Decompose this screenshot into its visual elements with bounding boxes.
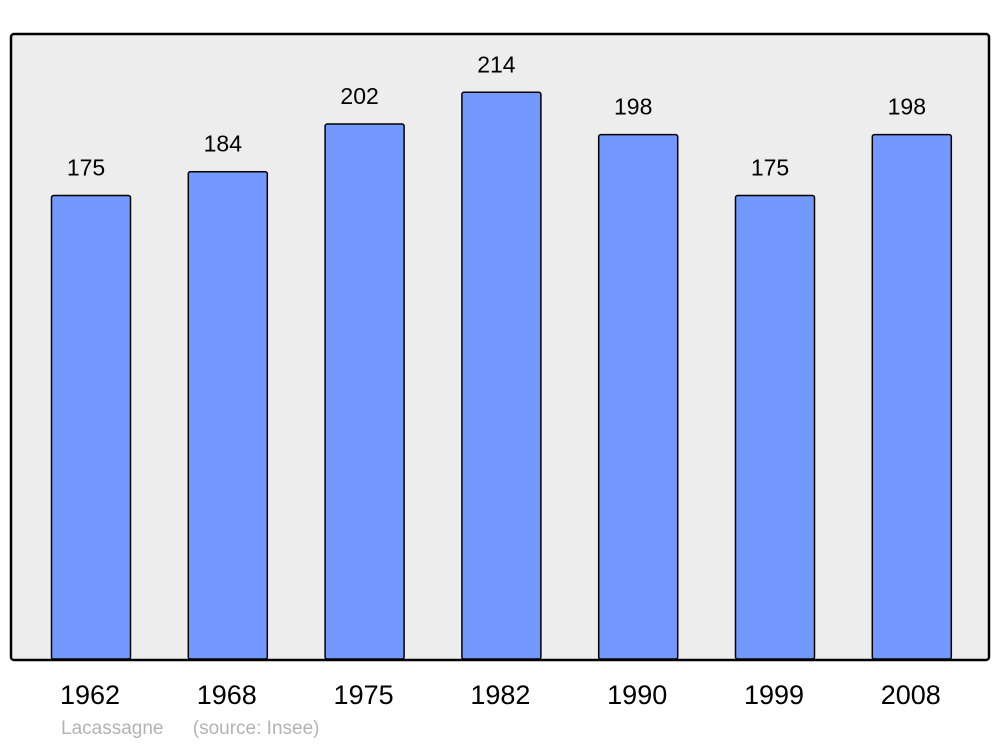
bar-1962 xyxy=(50,194,132,660)
data-label-1962: 175 xyxy=(67,155,105,181)
bar-1990 xyxy=(597,133,679,660)
x-tick-label-2008: 2008 xyxy=(881,680,941,710)
data-label-1975: 202 xyxy=(340,83,378,109)
bar-1968 xyxy=(187,170,269,660)
x-tick-label-1962: 1962 xyxy=(60,680,120,710)
data-label-2008: 198 xyxy=(888,94,926,120)
bar-1999 xyxy=(734,194,816,660)
x-tick-label-1975: 1975 xyxy=(334,680,394,710)
x-tick-label-1990: 1990 xyxy=(607,680,667,710)
x-tick-label-1982: 1982 xyxy=(470,680,530,710)
footer-source: (source: Insee) xyxy=(192,718,320,739)
bar-1982 xyxy=(461,91,542,660)
bar-2008 xyxy=(871,133,953,660)
bar-1975 xyxy=(324,123,405,660)
x-tick-label-1968: 1968 xyxy=(197,680,257,710)
footer: Lacassagne (source: Insee) xyxy=(61,718,343,740)
data-label-1999: 175 xyxy=(751,155,789,181)
data-label-1982: 214 xyxy=(477,51,516,77)
data-label-1968: 184 xyxy=(204,131,243,157)
x-tick-label-1999: 1999 xyxy=(744,680,804,710)
footer-place: Lacassagne xyxy=(61,718,164,739)
data-label-1990: 198 xyxy=(614,94,652,120)
